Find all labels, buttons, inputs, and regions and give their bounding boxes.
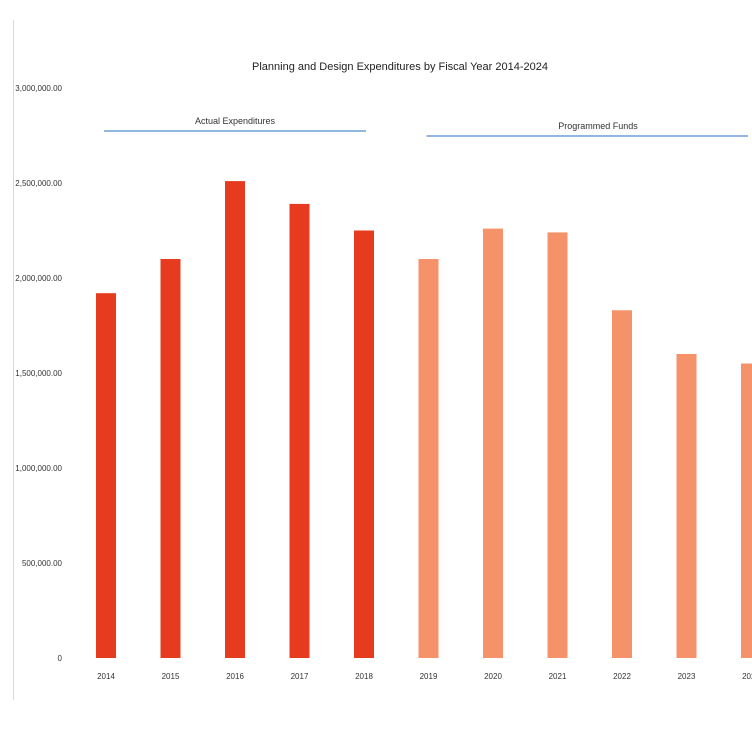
bar-2022 (612, 310, 632, 658)
x-tick-label: 2019 (420, 672, 438, 681)
group-brackets: Actual Expenditures Programmed Funds (104, 116, 748, 137)
group-label: Actual Expenditures (195, 116, 276, 126)
x-tick-label: 2018 (355, 672, 373, 681)
y-tick-label: 2,500,000.00 (15, 179, 62, 188)
x-tick-label: 2017 (291, 672, 309, 681)
bar-2024 (741, 363, 752, 658)
bar-2021 (547, 232, 568, 658)
y-tick-label: 0 (58, 654, 63, 663)
y-tick-label: 500,000.00 (22, 559, 63, 568)
x-tick-label: 2016 (226, 672, 244, 681)
bar-2023 (676, 354, 697, 658)
y-tick-label: 1,500,000.00 (15, 369, 62, 378)
left-border-line (13, 20, 14, 700)
y-tick-label: 1,000,000.00 (15, 464, 62, 473)
x-axis-ticks: 2014 2015 2016 2017 2018 2019 2020 2021 2022 2023… (97, 672, 752, 681)
y-tick-label: 3,000,000.00 (15, 84, 62, 93)
bar-2018 (354, 230, 374, 658)
bar-2016 (225, 181, 245, 658)
bars (96, 181, 752, 658)
bar-2014 (96, 293, 116, 658)
chart-title: Planning and Design Expenditures by Fisc… (252, 61, 548, 73)
bar-2015 (160, 259, 181, 658)
y-axis-ticks: 0 500,000.00 1,000,000.00 1,500,000.00 2,000… (15, 84, 62, 663)
group-label: Programmed Funds (558, 121, 638, 131)
bar-2020 (483, 228, 503, 658)
x-tick-label: 2020 (484, 672, 502, 681)
bar-2019 (418, 259, 439, 658)
bar-2017 (289, 203, 310, 658)
x-tick-label: 2014 (97, 672, 115, 681)
x-tick-label: 2024 (742, 672, 752, 681)
x-tick-label: 2022 (613, 672, 631, 681)
x-tick-label: 2021 (549, 672, 567, 681)
x-tick-label: 2015 (162, 672, 180, 681)
x-tick-label: 2023 (678, 672, 696, 681)
y-tick-label: 2,000,000.00 (15, 274, 62, 283)
